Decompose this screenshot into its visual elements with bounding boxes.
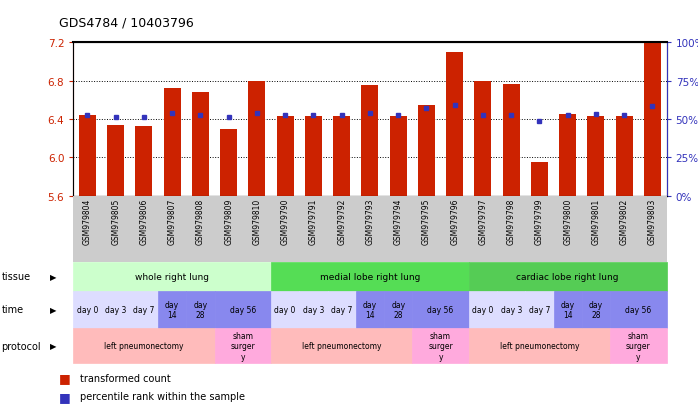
Text: ■: ■ — [59, 371, 71, 385]
Text: GSM979797: GSM979797 — [478, 198, 487, 244]
Bar — [531, 163, 548, 196]
Text: day
28: day 28 — [193, 300, 207, 319]
Bar — [475, 82, 491, 196]
Bar — [362, 85, 378, 196]
Bar — [164, 89, 181, 196]
Text: day 3: day 3 — [303, 305, 324, 314]
Text: day 56: day 56 — [625, 305, 651, 314]
Text: day 3: day 3 — [105, 305, 126, 314]
Text: day
14: day 14 — [560, 300, 574, 319]
Text: GSM979794: GSM979794 — [394, 198, 403, 244]
Text: ▶: ▶ — [50, 342, 57, 350]
Text: GSM979796: GSM979796 — [450, 198, 459, 244]
Text: day 56: day 56 — [427, 305, 454, 314]
Text: GSM979810: GSM979810 — [253, 198, 262, 244]
Text: tissue: tissue — [1, 272, 31, 282]
Bar — [559, 115, 576, 196]
Text: medial lobe right lung: medial lobe right lung — [320, 272, 420, 281]
Text: GSM979806: GSM979806 — [140, 198, 149, 244]
Text: sham
surger
y: sham surger y — [626, 331, 651, 361]
Text: GSM979790: GSM979790 — [281, 198, 290, 244]
Bar — [276, 117, 294, 196]
Text: GSM979793: GSM979793 — [366, 198, 374, 244]
Text: GDS4784 / 10403796: GDS4784 / 10403796 — [59, 17, 194, 29]
Text: sham
surger
y: sham surger y — [428, 331, 453, 361]
Text: day
28: day 28 — [391, 300, 406, 319]
Text: day 0: day 0 — [473, 305, 493, 314]
Text: sham
surger
y: sham surger y — [230, 331, 255, 361]
Text: day 0: day 0 — [77, 305, 98, 314]
Text: GSM979804: GSM979804 — [83, 198, 92, 244]
Text: GSM979801: GSM979801 — [591, 198, 600, 244]
Text: ■: ■ — [59, 390, 71, 403]
Bar — [79, 116, 96, 196]
Bar — [616, 117, 632, 196]
Bar — [446, 53, 463, 196]
Text: GSM979807: GSM979807 — [168, 198, 177, 244]
Text: day 7: day 7 — [331, 305, 352, 314]
Text: GSM979800: GSM979800 — [563, 198, 572, 244]
Text: GSM979809: GSM979809 — [224, 198, 233, 244]
Bar — [248, 82, 265, 196]
Text: day 56: day 56 — [230, 305, 256, 314]
Text: day
14: day 14 — [363, 300, 377, 319]
Text: GSM979808: GSM979808 — [196, 198, 205, 244]
Text: day
14: day 14 — [165, 300, 179, 319]
Text: GSM979805: GSM979805 — [111, 198, 120, 244]
Text: GSM979795: GSM979795 — [422, 198, 431, 244]
Bar — [305, 117, 322, 196]
Text: GSM979802: GSM979802 — [620, 198, 629, 244]
Text: GSM979799: GSM979799 — [535, 198, 544, 244]
Text: ▶: ▶ — [50, 305, 57, 314]
Text: left pneumonectomy: left pneumonectomy — [500, 342, 579, 350]
Text: ▶: ▶ — [50, 272, 57, 281]
Bar — [135, 126, 152, 196]
Text: percentile rank within the sample: percentile rank within the sample — [80, 392, 245, 401]
Bar — [418, 105, 435, 196]
Bar — [220, 129, 237, 196]
Bar — [192, 93, 209, 196]
Text: day 3: day 3 — [500, 305, 522, 314]
Bar — [333, 117, 350, 196]
Text: day 0: day 0 — [274, 305, 296, 314]
Text: day 7: day 7 — [529, 305, 550, 314]
Text: protocol: protocol — [1, 341, 41, 351]
Bar — [107, 126, 124, 196]
Bar — [588, 117, 604, 196]
Bar — [389, 117, 407, 196]
Text: cardiac lobe right lung: cardiac lobe right lung — [517, 272, 619, 281]
Text: GSM979792: GSM979792 — [337, 198, 346, 244]
Text: transformed count: transformed count — [80, 373, 171, 383]
Text: day 7: day 7 — [133, 305, 155, 314]
Bar — [644, 43, 661, 196]
Text: day
28: day 28 — [589, 300, 603, 319]
Text: whole right lung: whole right lung — [135, 272, 209, 281]
Text: GSM979803: GSM979803 — [648, 198, 657, 244]
Text: time: time — [1, 305, 24, 315]
Text: GSM979791: GSM979791 — [309, 198, 318, 244]
Text: left pneumonectomy: left pneumonectomy — [104, 342, 184, 350]
Bar — [503, 84, 520, 196]
Text: GSM979798: GSM979798 — [507, 198, 516, 244]
Text: left pneumonectomy: left pneumonectomy — [302, 342, 381, 350]
